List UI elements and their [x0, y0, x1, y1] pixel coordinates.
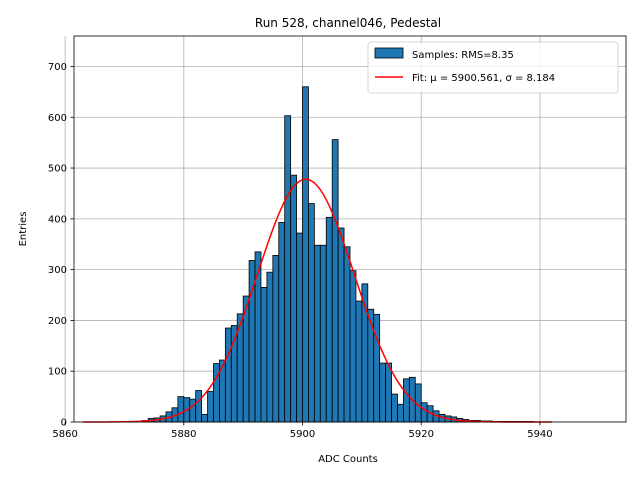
legend-samples-swatch: [374, 47, 404, 59]
legend-samples-label: Samples: RMS=8.35: [412, 50, 514, 61]
legend: Samples: RMS=8.35 Fit: μ = 5900.561, σ =…: [367, 41, 619, 94]
histogram-bars: [141, 86, 535, 423]
histogram-bar: [373, 313, 381, 423]
x-axis-label: ADC Counts: [318, 454, 378, 465]
histogram-bar: [379, 362, 387, 423]
histogram-bar: [189, 398, 197, 423]
histogram-bar: [278, 221, 286, 423]
histogram-bar: [343, 246, 351, 423]
histogram-bar: [337, 227, 345, 423]
histogram-bar: [349, 270, 357, 423]
histogram-bar: [391, 393, 398, 423]
histogram-bar: [260, 287, 268, 423]
legend-fit-label: Fit: μ = 5900.561, σ = 8.184: [412, 73, 555, 84]
histogram-bar: [272, 255, 280, 423]
histogram-bar: [201, 413, 208, 423]
histogram-bar: [355, 300, 363, 423]
histogram-bar: [385, 362, 392, 423]
histogram-bar: [207, 391, 214, 423]
x-tick-label: 5900: [290, 429, 315, 440]
y-tick-label: 300: [48, 265, 67, 276]
y-tick-label: 200: [48, 316, 67, 327]
histogram-bar: [296, 232, 303, 423]
histogram-bar: [325, 216, 333, 423]
y-tick-label: 500: [48, 164, 67, 175]
x-tick-label: 5920: [408, 429, 433, 440]
histogram-bar: [224, 327, 232, 423]
x-axis-ticks: 5860 5880 5900 5920 5940: [52, 422, 553, 440]
histogram-bar: [403, 378, 410, 423]
histogram-bar: [397, 403, 404, 423]
histogram-bar: [313, 244, 321, 423]
histogram-bar: [290, 174, 297, 423]
y-tick-label: 400: [48, 214, 67, 225]
histogram-bar: [319, 244, 327, 423]
y-axis-label: Entries: [18, 212, 29, 247]
histogram-bar: [420, 402, 428, 423]
y-tick-label: 600: [48, 113, 67, 124]
x-tick-label: 5860: [52, 429, 77, 440]
histogram-bar: [284, 115, 292, 423]
chart-title: Run 528, channel046, Pedestal: [255, 16, 441, 30]
y-tick-label: 700: [48, 62, 67, 73]
x-tick-label: 5880: [171, 429, 196, 440]
histogram-bar: [331, 139, 339, 423]
histogram-bar: [177, 396, 185, 423]
histogram-bar: [302, 86, 309, 423]
fit-curve: [82, 178, 552, 423]
legend-box: [367, 41, 619, 94]
x-tick-label: 5940: [527, 429, 552, 440]
y-tick-label: 100: [48, 367, 67, 378]
histogram-bar: [308, 203, 315, 423]
histogram-bar: [266, 271, 274, 423]
y-tick-label: 0: [61, 418, 67, 429]
histogram-bar: [195, 390, 203, 423]
plot-frame: [73, 35, 627, 423]
y-axis-ticks: 0 100 200 300 400 500 600 700: [48, 62, 74, 429]
